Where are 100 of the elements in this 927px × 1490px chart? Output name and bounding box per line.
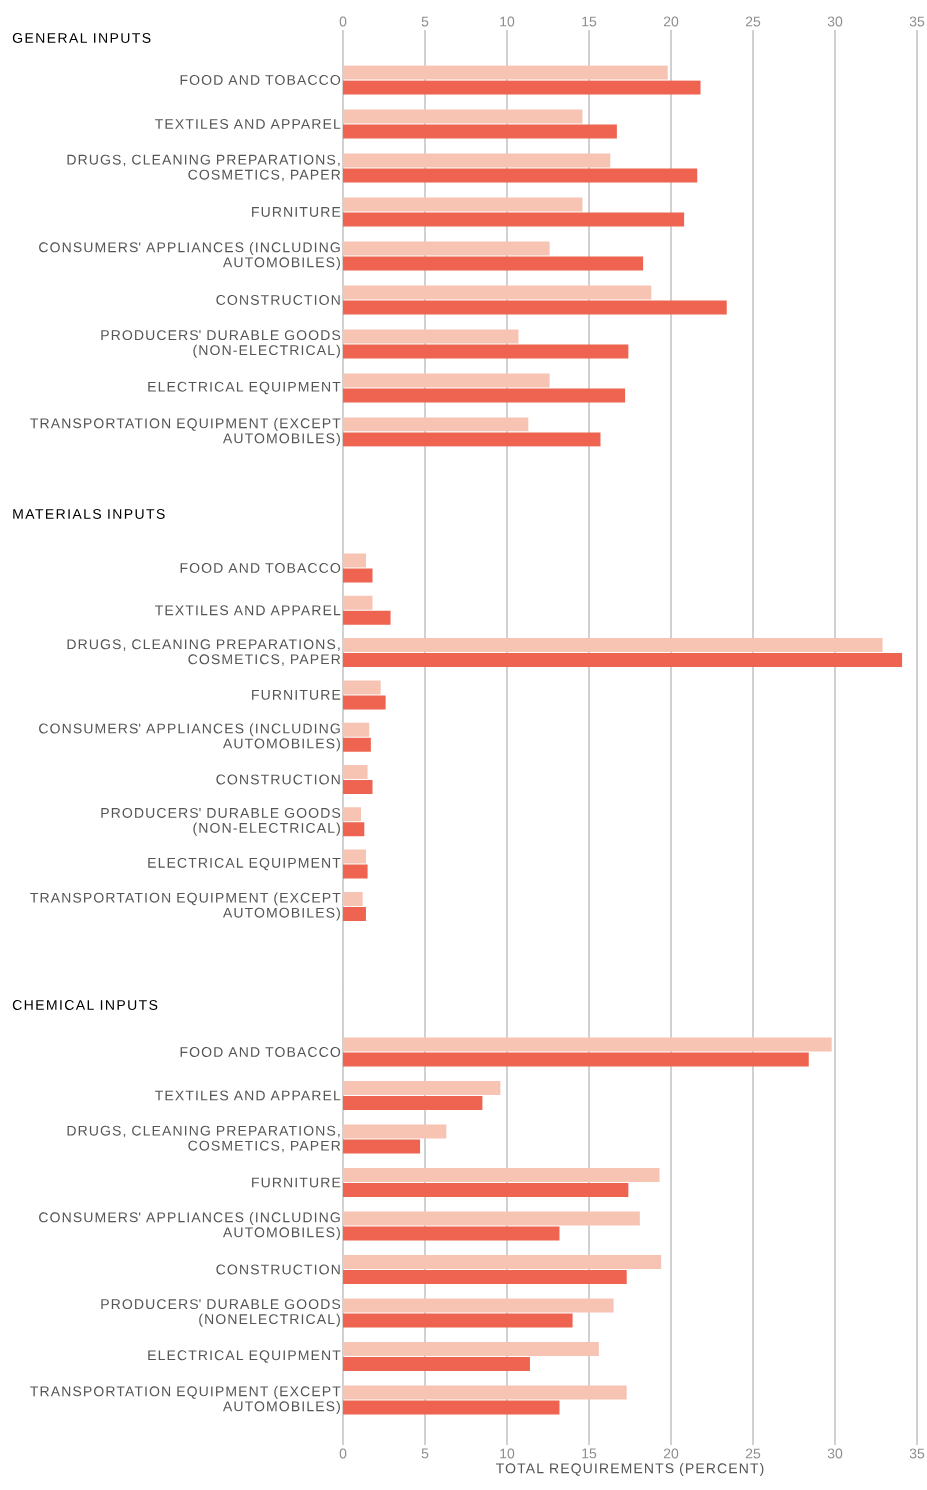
bar [343,109,583,124]
x-tick-label: 35 [909,16,925,27]
bar [343,153,611,168]
y-tick-label: CONSTRUCTION [216,1264,340,1275]
bar [343,780,373,795]
bar [343,1342,599,1357]
y-tick-label: CONSUMERS' APPLIANCES (INCLUDING AUTOMOBILES) [39,723,340,752]
x-tick-label: 15 [582,16,597,27]
bar [343,373,550,388]
bar [343,1270,627,1285]
bar [343,864,368,879]
bar [343,737,371,752]
bar [343,822,365,837]
y-tick-label: DRUGS, CLEANING PREPARATIONS, COSMETICS, PAPER [67,1125,341,1153]
bar [343,329,519,344]
y-tick-label: DRUGS, CLEANING PREPARATIONS, COSMETICS, PAPER [67,639,341,666]
bar [343,1037,832,1052]
y-tick-label: FURNITURE [252,207,341,217]
y-tick-label: TRANSPORTATION EQUIPMENT (EXCEPT AUTOMOBILES) [30,1386,341,1415]
bar [343,1298,614,1313]
x-tick-label: 0 [339,16,347,27]
bar [343,807,362,822]
x-tick-label: 20 [663,1448,679,1459]
bar [343,1211,640,1226]
text: CHEMICAL INPUTS [12,1000,158,1010]
y-tick-label: TEXTILES AND APPAREL [155,605,341,616]
bar [343,197,583,212]
bar [343,849,366,864]
bar [343,285,652,300]
bar [343,568,373,583]
bar [343,1168,660,1183]
x-axis-title: TOTAL REQUIREMENTS (PERCENT) [496,1463,764,1477]
bar [343,1139,421,1154]
text: MATERIALS INPUTS [13,509,165,519]
y-tick-label: PRODUCERS' DURABLE GOODS (NONELECTRICAL) [101,1299,341,1327]
y-tick-label: TRANSPORTATION EQUIPMENT (EXCEPT AUTOMOBILES) [30,892,341,921]
bar [343,432,601,447]
x-tick-label: 25 [745,16,761,27]
bar [343,1385,627,1400]
y-tick-label: ELECTRICAL EQUIPMENT [148,857,341,871]
x-tick-label: 25 [745,1448,761,1459]
x-tick-label: 5 [421,16,429,27]
y-tick-label: TRANSPORTATION EQUIPMENT (EXCEPT AUTOMOBILES) [30,417,341,447]
bar [343,256,644,271]
y-tick-label: CONSTRUCTION [216,295,340,305]
y-tick-label: FOOD AND TOBACCO [180,1047,341,1057]
y-tick-label: DRUGS, CLEANING PREPARATIONS, COSMETICS, PAPER [67,154,341,182]
y-tick-label: FOOD AND TOBACCO [180,75,341,85]
x-tick-label: 30 [827,16,843,27]
y-tick-label: FOOD AND TOBACCO [180,563,341,573]
bar [343,765,368,780]
bar [343,168,698,183]
bar [343,1052,809,1067]
bar [343,1183,629,1198]
bar [343,1226,560,1241]
bar [343,680,381,695]
bar [343,553,366,568]
bar [343,1255,662,1270]
bar [343,1357,530,1372]
y-tick-label: ELECTRICAL EQUIPMENT [148,1350,341,1363]
y-tick-label: CONSUMERS' APPLIANCES (INCLUDING AUTOMOBILES) [39,241,340,271]
bar [343,1124,447,1139]
bar [343,300,727,315]
bar [343,891,363,906]
y-tick-label: CONSUMERS' APPLIANCES (INCLUDING AUTOMOBILES) [39,1212,340,1241]
x-tick-label: 10 [500,16,515,27]
bar [343,80,701,95]
bar [343,1400,560,1415]
bar [343,124,617,139]
y-tick-label: CONSTRUCTION [216,774,340,785]
y-tick-label: PRODUCERS' DURABLE GOODS (NON-ELECTRICAL) [101,807,341,836]
y-tick-label: PRODUCERS' DURABLE GOODS (NON-ELECTRICAL) [101,330,341,358]
y-tick-label: FURNITURE [252,1177,341,1188]
bar [343,1096,483,1111]
y-tick-label: FURNITURE [252,690,341,700]
bar [343,344,629,359]
bar [343,212,685,227]
bar [343,1313,573,1328]
bar [343,695,386,710]
x-tick-label: 5 [421,1448,429,1459]
x-tick-label: 20 [663,16,679,27]
bar [343,638,883,653]
bar [343,653,903,668]
x-tick-label: 35 [909,1448,925,1459]
bar [343,65,668,80]
bar [343,610,391,625]
x-tick-label: 30 [827,1448,843,1459]
x-tick-label: 15 [582,1448,597,1459]
y-tick-label: TEXTILES AND APPAREL [155,1090,341,1101]
bar [343,1081,501,1096]
bar [343,388,626,403]
x-tick-label: 0 [339,1448,347,1459]
y-tick-label: TEXTILES AND APPAREL [155,119,341,129]
x-tick-label: 10 [500,1448,515,1459]
bar [343,241,550,256]
bar [343,722,370,737]
bar [343,595,373,610]
text: GENERAL INPUTS [12,33,151,43]
bar [343,417,529,432]
y-tick-label: ELECTRICAL EQUIPMENT [148,381,341,395]
